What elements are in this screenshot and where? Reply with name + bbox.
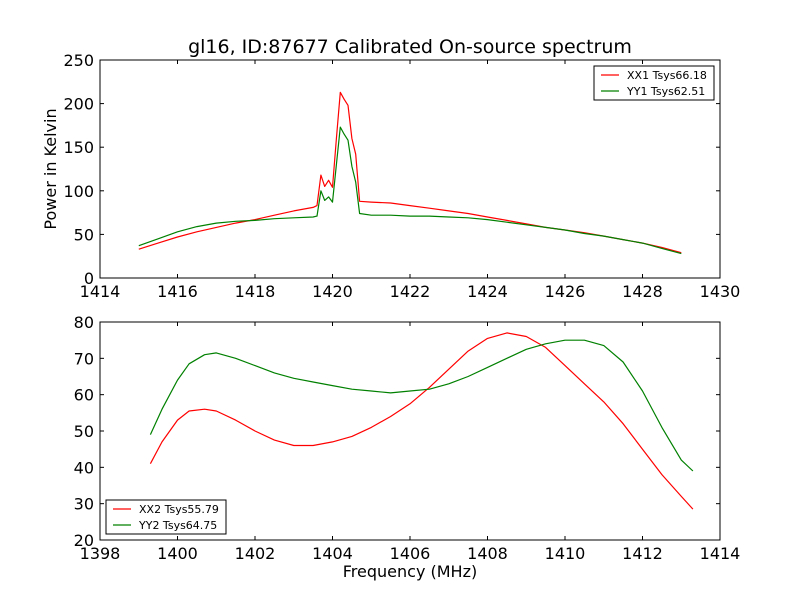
x-tick-label: 1410 bbox=[545, 544, 586, 563]
y-tick-label: 0 bbox=[84, 269, 94, 288]
top-plot: 1414 1416 1418 1420 1422 1424 1426 1428 1430 0 50 1… bbox=[41, 51, 740, 301]
bottom-plot: 1398 1400 1402 1404 1406 1408 1410 1412 1414 20 30… bbox=[74, 313, 741, 581]
y-tick-label: 20 bbox=[74, 531, 94, 550]
y-axis-label: Power in Kelvin bbox=[41, 108, 60, 229]
series-line-1 bbox=[149, 332, 694, 510]
x-tick-label: 1416 bbox=[157, 282, 198, 301]
y-tick-label: 250 bbox=[63, 51, 94, 70]
y-tick-label: 70 bbox=[74, 349, 94, 368]
y-tick-label: 30 bbox=[74, 495, 94, 514]
y-tick-label: 100 bbox=[63, 182, 94, 201]
y-tick-label: 60 bbox=[74, 386, 94, 405]
y-tick-label: 40 bbox=[74, 458, 94, 477]
x-tick-label: 1412 bbox=[622, 544, 663, 563]
legend-label-2: YY1 Tsys62.51 bbox=[626, 85, 705, 98]
y-tick-label: 80 bbox=[74, 313, 94, 332]
legend-label-1: XX2 Tsys55.79 bbox=[139, 503, 219, 516]
x-tick-label: 1420 bbox=[312, 282, 353, 301]
y-tick-label: 50 bbox=[74, 422, 94, 441]
legend-box bbox=[105, 499, 227, 535]
x-tick-label: 1418 bbox=[235, 282, 276, 301]
y-tick-label: 150 bbox=[63, 138, 94, 157]
x-tick-label: 1398 bbox=[80, 544, 121, 563]
x-tick-label: 1426 bbox=[545, 282, 586, 301]
legend: XX1 Tsys66.18 YY1 Tsys62.51 bbox=[593, 65, 715, 101]
x-tick-label: 1414 bbox=[700, 544, 741, 563]
legend: XX2 Tsys55.79 YY2 Tsys64.75 bbox=[105, 499, 227, 535]
x-tick-label: 1430 bbox=[700, 282, 741, 301]
legend-box bbox=[593, 65, 715, 101]
x-tick-label: 1422 bbox=[390, 282, 431, 301]
x-tick-label: 1408 bbox=[467, 544, 508, 563]
series-line-2 bbox=[149, 339, 694, 472]
series-line-2 bbox=[138, 126, 682, 255]
x-tick-label: 1424 bbox=[467, 282, 508, 301]
y-tick-label: 200 bbox=[63, 95, 94, 114]
x-tick-label: 1400 bbox=[157, 544, 198, 563]
legend-label-2: YY2 Tsys64.75 bbox=[138, 519, 217, 532]
x-tick-label: 1414 bbox=[80, 282, 121, 301]
x-tick-label: 1428 bbox=[622, 282, 663, 301]
x-tick-label: 1406 bbox=[390, 544, 431, 563]
legend-label-1: XX1 Tsys66.18 bbox=[627, 69, 707, 82]
y-tick-label: 50 bbox=[74, 225, 94, 244]
chart-title: gl16, ID:87677 Calibrated On-source spec… bbox=[188, 36, 632, 58]
x-axis-label: Frequency (MHz) bbox=[343, 562, 477, 581]
x-tick-label: 1404 bbox=[312, 544, 353, 563]
x-tick-label: 1402 bbox=[235, 544, 276, 563]
